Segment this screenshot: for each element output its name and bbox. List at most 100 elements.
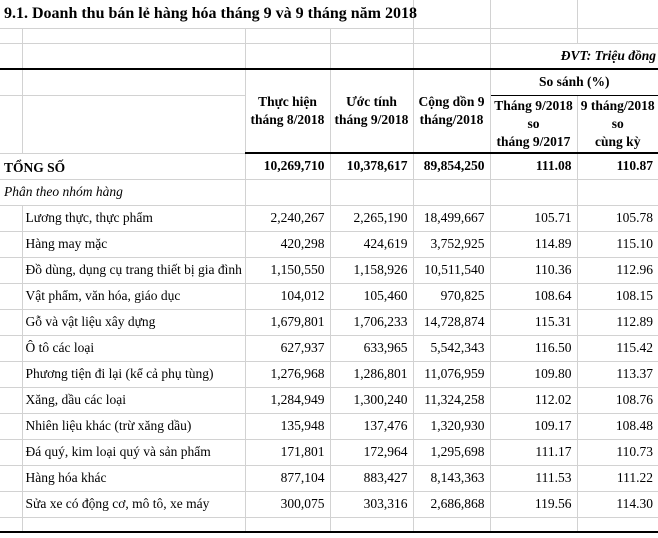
cell-value: 1,276,968: [245, 361, 331, 388]
unit-row: ĐVT: Triệu đồng: [0, 43, 658, 70]
indent-cell: [0, 491, 23, 518]
cell-value: 883,427: [330, 465, 414, 492]
cell-value: 104,012: [245, 283, 331, 310]
row-label: Vật phẩm, văn hóa, giáo dục: [22, 283, 246, 310]
table-row: Vật phẩm, văn hóa, giáo dục 104,012 105,…: [0, 283, 658, 310]
indent-cell: [0, 309, 23, 336]
cell-value: 1,150,550: [245, 257, 331, 284]
col-header-thuc-hien: Thực hiện tháng 8/2018: [245, 69, 331, 154]
cell-value: 1,320,930: [413, 413, 491, 440]
indent-cell: [0, 439, 23, 466]
cell-value: 10,378,617: [330, 153, 414, 180]
cell-value: 11,076,959: [413, 361, 491, 388]
table-row: Đồ dùng, dụng cụ trang thiết bị gia đình…: [0, 257, 658, 284]
cell-value: 110.73: [577, 439, 658, 466]
cell-value: 1,679,801: [245, 309, 331, 336]
indent-cell: [0, 283, 23, 310]
cell-value: 5,542,343: [413, 335, 491, 362]
cell-value: 108.15: [577, 283, 658, 310]
cell-value: 105.71: [490, 205, 578, 232]
row-label: Ô tô các loại: [22, 335, 246, 362]
table-row: Gỗ và vật liệu xây dựng 1,679,801 1,706,…: [0, 309, 658, 336]
col-header-9thang-so-cungky: 9 tháng/2018 so cùng kỳ: [577, 95, 658, 154]
cell-value: 111.17: [490, 439, 578, 466]
cell-value: 109.80: [490, 361, 578, 388]
cell-value: 424,619: [330, 231, 414, 258]
row-label: Sửa xe có động cơ, mô tô, xe máy: [22, 491, 246, 518]
indent-cell: [0, 361, 23, 388]
cell-value: 115.31: [490, 309, 578, 336]
cell-value: 627,937: [245, 335, 331, 362]
table-row: Đá quý, kim loại quý và sản phẩm 171,801…: [0, 439, 658, 466]
row-label: Gỗ và vật liệu xây dựng: [22, 309, 246, 336]
col-header-thang9-so-thang9: Tháng 9/2018 so tháng 9/2017: [490, 95, 578, 154]
cell-value: 1,300,240: [330, 387, 414, 414]
cell-value: 1,706,233: [330, 309, 414, 336]
cell-value: 2,240,267: [245, 205, 331, 232]
cell-value: 111.22: [577, 465, 658, 492]
section-row: Phân theo nhóm hàng: [0, 179, 658, 206]
table-row: Hàng may mặc 420,298 424,619 3,752,925 1…: [0, 231, 658, 258]
cell-value: 303,316: [330, 491, 414, 518]
sub-header-row: Tháng 9/2018 so tháng 9/2017 9 tháng/201…: [0, 95, 658, 154]
page-title: 9.1. Doanh thu bán lẻ hàng hóa tháng 9 v…: [0, 0, 417, 29]
row-label: Phương tiện đi lại (kể cả phụ tùng): [22, 361, 246, 388]
table-row: Xăng, dầu các loại 1,284,949 1,300,240 1…: [0, 387, 658, 414]
empty-cell: [413, 0, 491, 29]
cell-value: 1,284,949: [245, 387, 331, 414]
cell-value: 112.96: [577, 257, 658, 284]
cell-value: 1,286,801: [330, 361, 414, 388]
cell-value: 112.89: [577, 309, 658, 336]
cell-value: 171,801: [245, 439, 331, 466]
table-row: Hàng hóa khác 877,104 883,427 8,143,363 …: [0, 465, 658, 492]
cell-value: 2,265,190: [330, 205, 414, 232]
row-label: Hàng hóa khác: [22, 465, 246, 492]
cell-value: 108.64: [490, 283, 578, 310]
table-row: Sửa xe có động cơ, mô tô, xe máy 300,075…: [0, 491, 658, 518]
cell-value: 1,158,926: [330, 257, 414, 284]
cell-value: 111.08: [490, 153, 578, 180]
empty-cell: [490, 0, 578, 29]
cell-value: 2,686,868: [413, 491, 491, 518]
row-label: Xăng, dầu các loại: [22, 387, 246, 414]
cell-value: 113.37: [577, 361, 658, 388]
indent-cell: [0, 465, 23, 492]
cell-value: 3,752,925: [413, 231, 491, 258]
empty-cell: [577, 0, 658, 29]
group-header-row: Thực hiện tháng 8/2018 Ước tính tháng 9/…: [0, 69, 658, 154]
total-row: TỔNG SỐ 10,269,710 10,378,617 89,854,250…: [0, 153, 658, 180]
cell-value: 10,269,710: [245, 153, 331, 180]
row-label: Lương thực, thực phẩm: [22, 205, 246, 232]
row-label: Nhiên liệu khác (trừ xăng dầu): [22, 413, 246, 440]
row-label: Phân theo nhóm hàng: [0, 179, 246, 206]
cell-value: 137,476: [330, 413, 414, 440]
col-header-uoc-tinh: Ước tính tháng 9/2018: [330, 69, 414, 154]
cell-value: 970,825: [413, 283, 491, 310]
cell-value: 135,948: [245, 413, 331, 440]
cell-value: 108.48: [577, 413, 658, 440]
cell-value: 115.10: [577, 231, 658, 258]
cell-value: 8,143,363: [413, 465, 491, 492]
cell-value: 116.50: [490, 335, 578, 362]
unit-note: ĐVT: Triệu đồng: [490, 43, 658, 70]
cell-value: 105.78: [577, 205, 658, 232]
cell-value: 115.42: [577, 335, 658, 362]
cell-value: 633,965: [330, 335, 414, 362]
indent-cell: [0, 231, 23, 258]
col-header-cong-don: Cộng dồn 9 tháng/2018: [413, 69, 491, 154]
cell-value: 112.02: [490, 387, 578, 414]
cell-value: 119.56: [490, 491, 578, 518]
row-label: TỔNG SỐ: [0, 153, 246, 180]
cell-value: 11,324,258: [413, 387, 491, 414]
cell-value: 110.87: [577, 153, 658, 180]
cell-value: 114.89: [490, 231, 578, 258]
cell-value: 1,295,698: [413, 439, 491, 466]
spacer-row: [0, 28, 658, 44]
table-row: Phương tiện đi lại (kể cả phụ tùng) 1,27…: [0, 361, 658, 388]
table-row: Nhiên liệu khác (trừ xăng dầu) 135,948 1…: [0, 413, 658, 440]
cell-value: 420,298: [245, 231, 331, 258]
title-row: 9.1. Doanh thu bán lẻ hàng hóa tháng 9 v…: [0, 0, 658, 29]
indent-cell: [0, 257, 23, 284]
indent-cell: [0, 205, 23, 232]
